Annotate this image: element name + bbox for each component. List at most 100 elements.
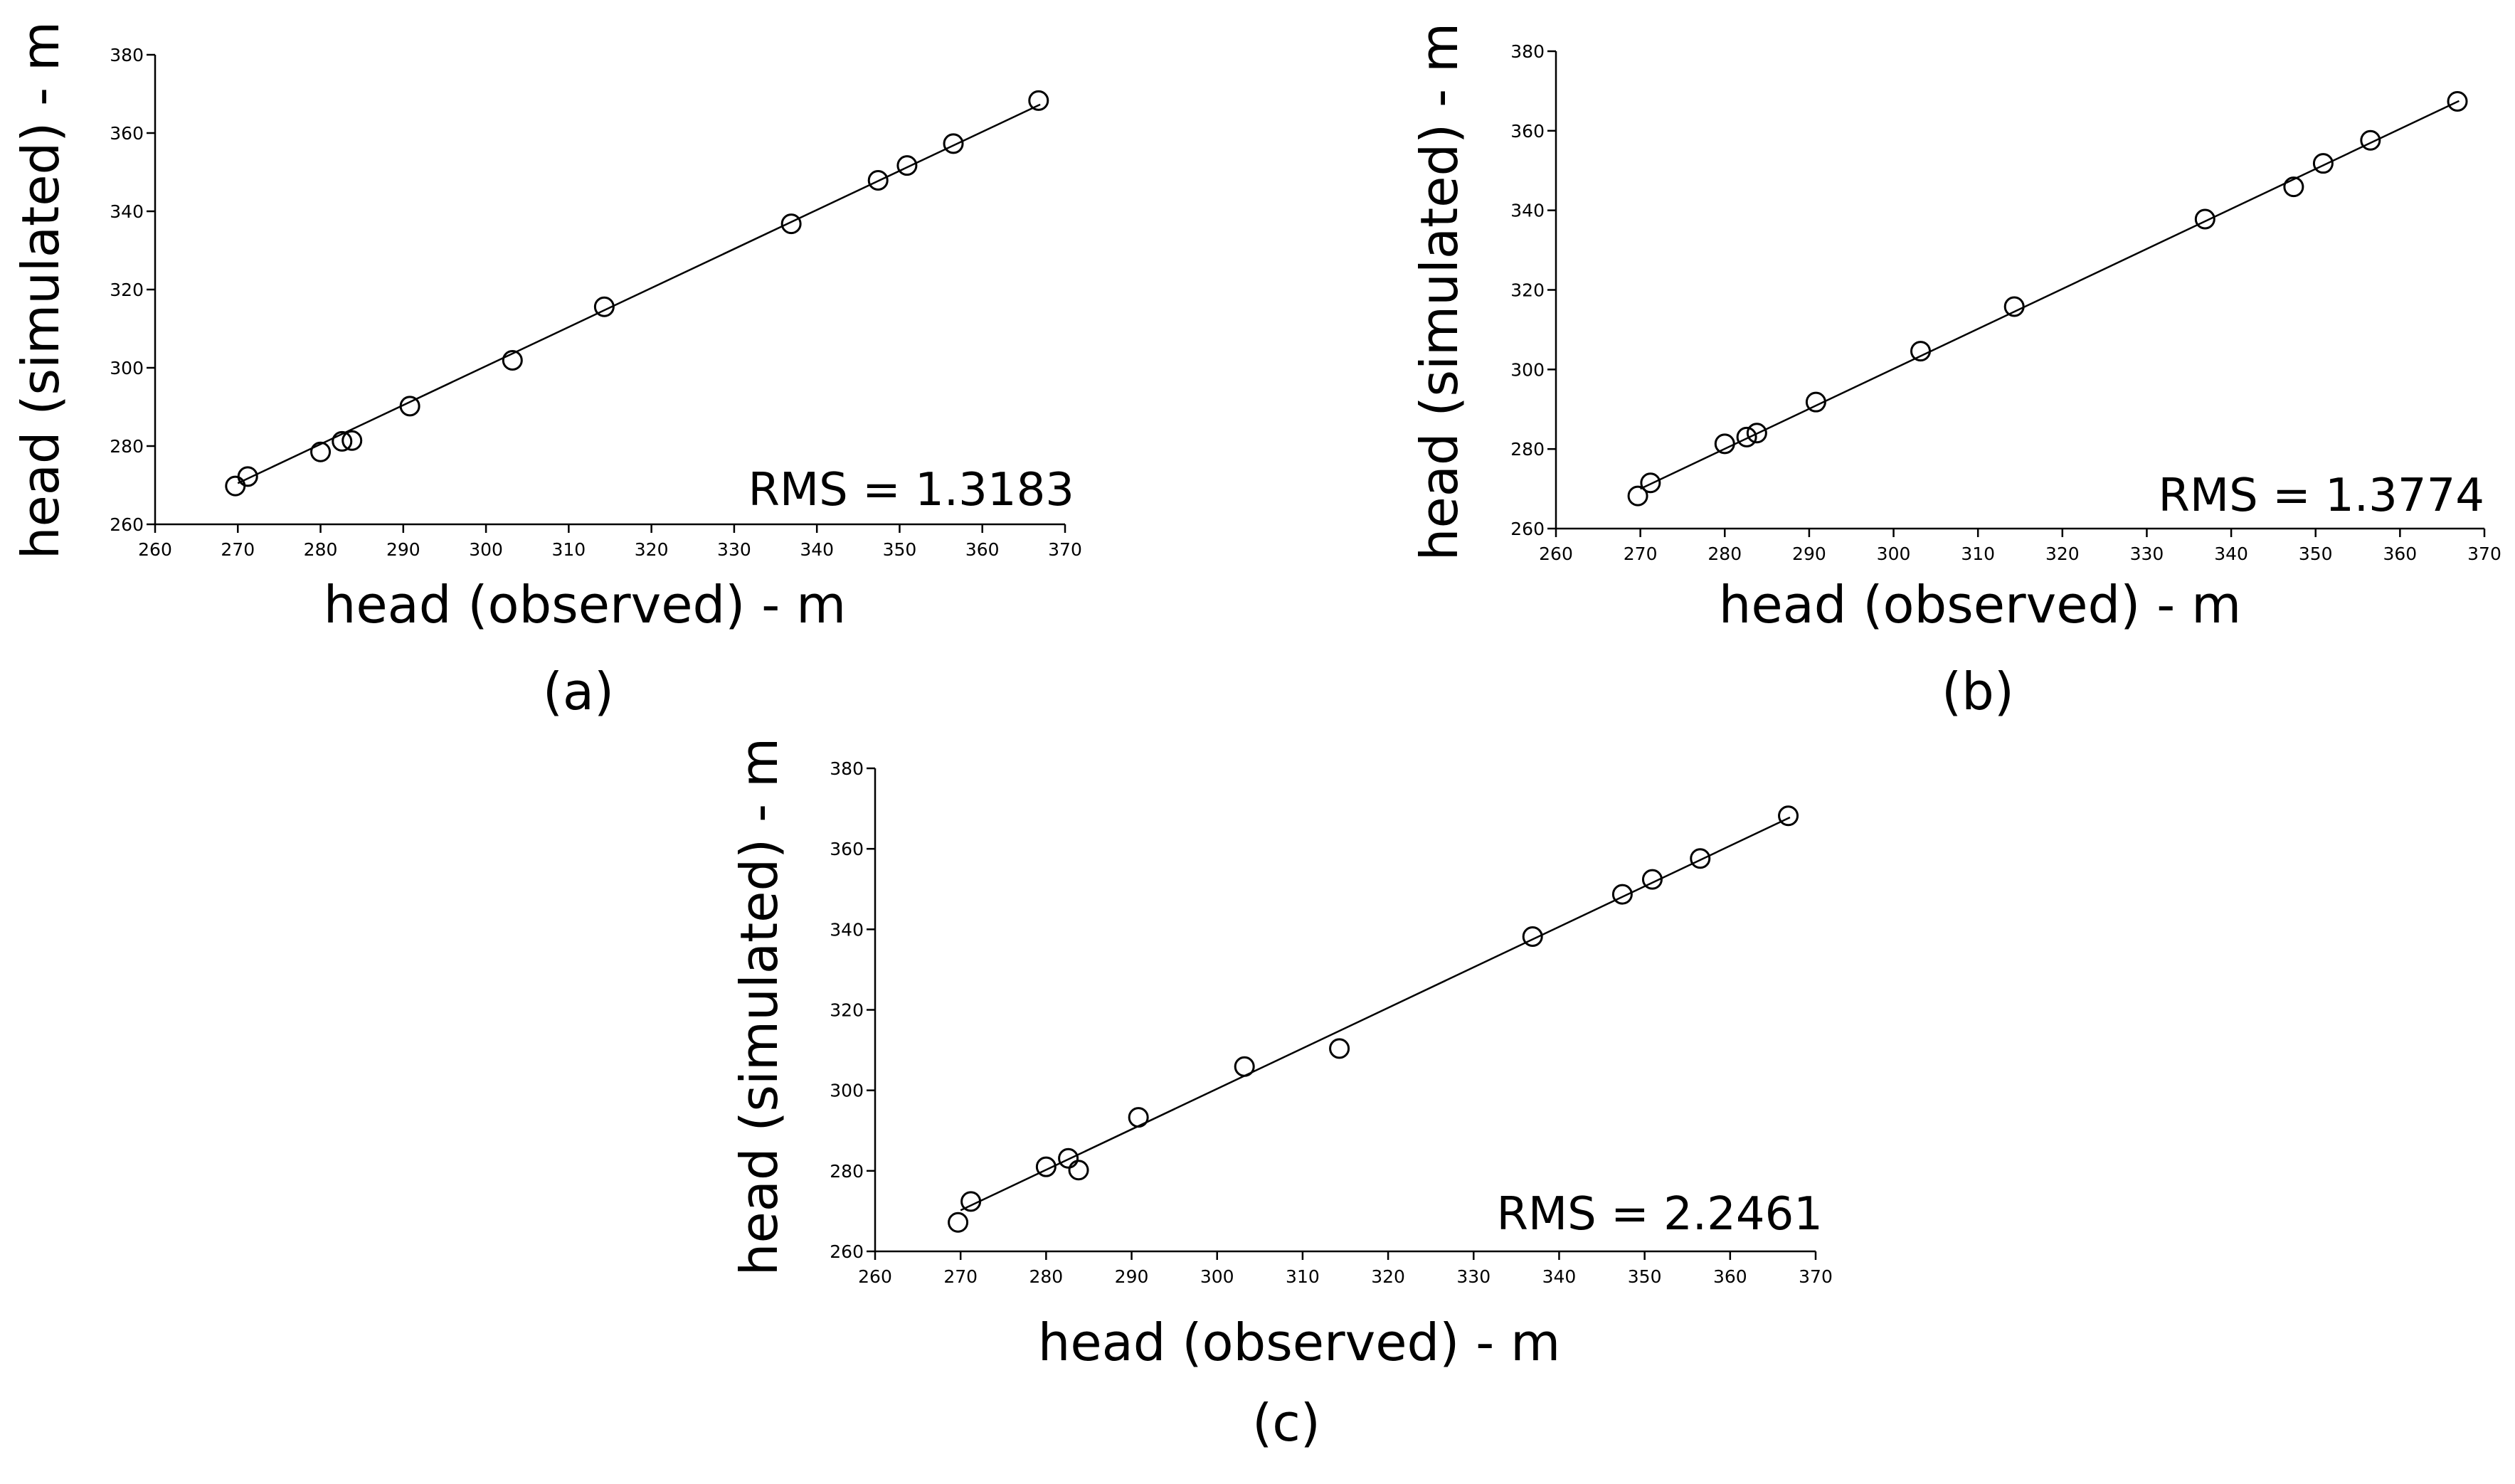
data-point bbox=[332, 430, 353, 452]
x-tick-label: 270 bbox=[221, 539, 255, 560]
data-point bbox=[341, 430, 363, 451]
x-tick-label: 290 bbox=[1115, 1266, 1149, 1287]
y-tick-label: 380 bbox=[1510, 41, 1545, 62]
fit-line bbox=[237, 103, 1041, 484]
x-tick-label: 310 bbox=[552, 539, 586, 560]
x-tick-label: 280 bbox=[304, 539, 338, 560]
y-tick-label: 320 bbox=[1510, 280, 1545, 301]
x-tick-label: 330 bbox=[2130, 544, 2164, 564]
x-tick-label: 260 bbox=[138, 539, 172, 560]
x-tick-label: 280 bbox=[1707, 544, 1742, 564]
x-axis-title: head (observed) - m bbox=[1719, 575, 2241, 635]
data-point bbox=[2003, 296, 2025, 317]
x-tick-label: 270 bbox=[943, 1266, 978, 1287]
x-tick-label: 350 bbox=[2299, 544, 2333, 564]
data-point bbox=[2312, 153, 2334, 174]
y-axis-title: head (simulated) - m bbox=[729, 738, 789, 1276]
data-point bbox=[1640, 472, 1661, 494]
x-tick-label: 320 bbox=[1371, 1266, 1405, 1287]
x-tick-label: 280 bbox=[1029, 1266, 1064, 1287]
y-tick-label: 280 bbox=[1510, 439, 1545, 460]
y-tick-label: 300 bbox=[1510, 359, 1545, 380]
data-point bbox=[1736, 426, 1757, 447]
x-tick-label: 360 bbox=[1713, 1266, 1747, 1287]
rms-annotation: RMS = 2.2461 bbox=[1496, 1188, 1823, 1241]
data-point bbox=[1058, 1148, 1079, 1169]
data-point bbox=[2283, 176, 2304, 198]
x-tick-label: 370 bbox=[2467, 544, 2501, 564]
data-point bbox=[1611, 884, 1633, 905]
y-tick-label: 340 bbox=[830, 919, 864, 940]
x-tick-label: 260 bbox=[1539, 544, 1573, 564]
data-point bbox=[1778, 805, 1799, 827]
x-tick-label: 350 bbox=[1628, 1266, 1662, 1287]
x-tick-label: 310 bbox=[1961, 544, 1995, 564]
panel-label: (a) bbox=[543, 662, 614, 721]
panel-a: 260 270 280 290 300 310 320 330 340 350 360 370 260 2… bbox=[11, 21, 1082, 721]
rms-annotation: RMS = 1.3774 bbox=[2158, 470, 2484, 522]
data-point bbox=[237, 466, 258, 487]
y-tick-label: 300 bbox=[830, 1081, 864, 1101]
data-point bbox=[502, 350, 523, 371]
x-tick-label: 320 bbox=[635, 539, 669, 560]
data-point bbox=[1068, 1160, 1089, 1181]
data-point bbox=[1805, 391, 1826, 413]
panel-label: (b) bbox=[1942, 662, 2014, 721]
x-tick-label: 290 bbox=[1792, 544, 1826, 564]
y-tick-label: 360 bbox=[110, 123, 144, 144]
y-tick-label: 320 bbox=[830, 1000, 864, 1021]
y-tick-label: 280 bbox=[830, 1161, 864, 1182]
x-tick-label: 330 bbox=[1456, 1266, 1491, 1287]
data-point bbox=[399, 396, 420, 417]
x-tick-label: 370 bbox=[1048, 539, 1082, 560]
data-point bbox=[1746, 423, 1767, 444]
y-tick-label: 260 bbox=[830, 1241, 864, 1262]
data-point bbox=[948, 1212, 969, 1233]
data-point bbox=[2194, 208, 2215, 230]
y-tick-label: 340 bbox=[110, 201, 144, 222]
data-point bbox=[780, 213, 802, 235]
x-tick-label: 340 bbox=[800, 539, 834, 560]
data-point bbox=[2447, 90, 2468, 112]
data-point bbox=[1329, 1038, 1350, 1059]
x-tick-label: 300 bbox=[469, 539, 503, 560]
data-point bbox=[1690, 848, 1711, 869]
data-point bbox=[896, 155, 918, 176]
x-tick-label: 340 bbox=[2214, 544, 2248, 564]
data-point bbox=[943, 133, 964, 154]
x-tick-label: 310 bbox=[1286, 1266, 1320, 1287]
y-tick-label: 360 bbox=[1510, 121, 1545, 142]
fit-line bbox=[1640, 100, 2460, 490]
fit-line bbox=[960, 816, 1791, 1212]
data-point bbox=[2360, 129, 2381, 151]
y-tick-label: 380 bbox=[110, 45, 144, 65]
y-tick-label: 340 bbox=[1510, 201, 1545, 221]
y-tick-label: 380 bbox=[830, 758, 864, 779]
x-tick-label: 360 bbox=[2383, 544, 2418, 564]
x-tick-label: 360 bbox=[965, 539, 1000, 560]
x-axis-title: head (observed) - m bbox=[1038, 1313, 1560, 1372]
data-point bbox=[310, 441, 332, 462]
y-tick-label: 260 bbox=[110, 514, 144, 535]
data-point bbox=[960, 1191, 982, 1212]
rms-annotation: RMS = 1.3183 bbox=[748, 464, 1074, 516]
panel-c: 260 270 280 290 300 310 320 330 340 350 360 370 260 2… bbox=[729, 738, 1833, 1453]
data-point bbox=[225, 475, 246, 497]
panel-b: 260 270 280 290 300 310 320 330 340 350 360 370 260 2… bbox=[1409, 23, 2501, 721]
panel-label: (c) bbox=[1252, 1393, 1320, 1453]
data-point bbox=[1522, 926, 1543, 948]
data-point bbox=[867, 170, 889, 191]
data-point bbox=[1028, 90, 1049, 111]
x-tick-label: 260 bbox=[858, 1266, 892, 1287]
x-tick-label: 270 bbox=[1624, 544, 1658, 564]
data-point bbox=[1035, 1156, 1057, 1177]
y-tick-label: 300 bbox=[110, 358, 144, 378]
data-point bbox=[1910, 341, 1932, 362]
y-tick-label: 360 bbox=[830, 839, 864, 859]
y-axis-title: head (simulated) - m bbox=[1409, 23, 1469, 561]
data-point bbox=[1714, 433, 1735, 455]
x-tick-label: 370 bbox=[1799, 1266, 1833, 1287]
data-point bbox=[1641, 869, 1663, 890]
x-tick-label: 350 bbox=[883, 539, 917, 560]
